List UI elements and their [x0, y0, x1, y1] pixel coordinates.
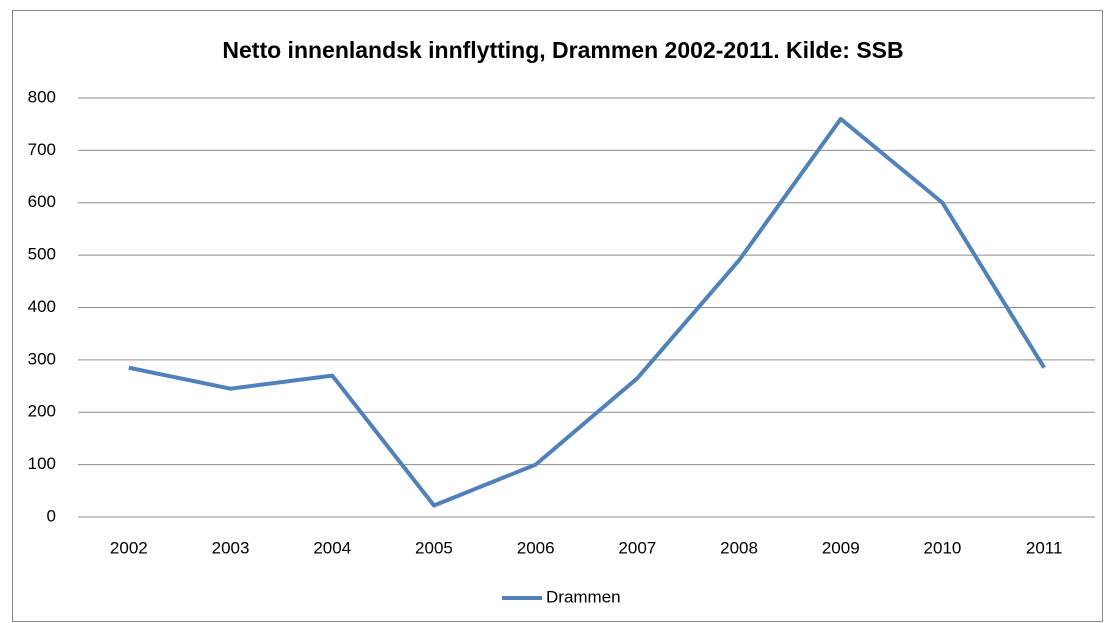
x-tick-label: 2006 — [517, 538, 555, 557]
x-tick-label: 2004 — [313, 538, 351, 557]
x-tick-label: 2008 — [720, 538, 758, 557]
y-tick-label: 500 — [28, 245, 56, 264]
chart-title: Netto innenlandsk innflytting, Drammen 2… — [222, 37, 903, 63]
y-tick-label: 300 — [28, 349, 56, 368]
y-tick-label: 800 — [28, 87, 56, 106]
y-tick-label: 100 — [28, 454, 56, 473]
x-tick-label: 2009 — [822, 538, 860, 557]
y-tick-label: 0 — [47, 506, 56, 525]
y-tick-label: 600 — [28, 192, 56, 211]
x-tick-label: 2005 — [415, 538, 453, 557]
y-tick-label: 200 — [28, 402, 56, 421]
x-tick-label: 2011 — [1026, 538, 1063, 557]
x-tick-label: 2003 — [212, 538, 250, 557]
x-tick-label: 2010 — [924, 538, 962, 557]
legend-label: Drammen — [546, 587, 621, 606]
x-tick-label: 2007 — [618, 538, 656, 557]
y-tick-label: 700 — [28, 140, 56, 159]
y-tick-label: 400 — [28, 297, 56, 316]
chart-frame — [12, 10, 1103, 622]
x-tick-label: 2002 — [110, 538, 148, 557]
line-series — [128, 116, 1046, 508]
